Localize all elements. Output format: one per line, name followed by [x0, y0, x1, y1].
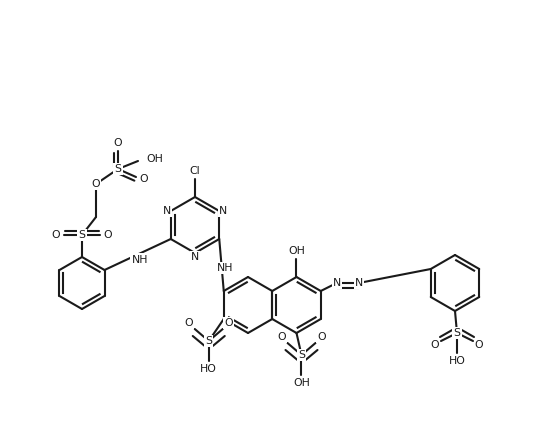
Text: O: O: [104, 230, 112, 240]
Text: O: O: [431, 340, 439, 350]
Text: O: O: [92, 179, 100, 189]
Text: O: O: [277, 332, 286, 342]
Text: N: N: [219, 206, 227, 216]
Text: N: N: [332, 278, 341, 288]
Text: OH: OH: [293, 378, 310, 388]
Text: OH: OH: [288, 246, 305, 256]
Text: S: S: [298, 350, 305, 360]
Text: S: S: [205, 336, 212, 346]
Text: O: O: [475, 340, 483, 350]
Text: N: N: [162, 206, 171, 216]
Text: O: O: [317, 332, 326, 342]
Text: HO: HO: [449, 356, 465, 366]
Text: O: O: [140, 174, 148, 184]
Text: HO: HO: [201, 364, 217, 374]
Text: Cl: Cl: [190, 166, 201, 176]
Text: OH: OH: [146, 154, 163, 164]
Text: S: S: [78, 230, 86, 240]
Text: O: O: [184, 318, 193, 328]
Text: O: O: [225, 318, 233, 328]
Text: S: S: [453, 328, 461, 338]
Text: NH: NH: [131, 255, 148, 264]
Text: S: S: [114, 164, 122, 174]
Text: N: N: [355, 278, 363, 288]
Text: N: N: [191, 252, 199, 262]
Text: O: O: [114, 138, 122, 148]
Text: O: O: [52, 230, 60, 240]
Text: NH: NH: [217, 263, 234, 273]
